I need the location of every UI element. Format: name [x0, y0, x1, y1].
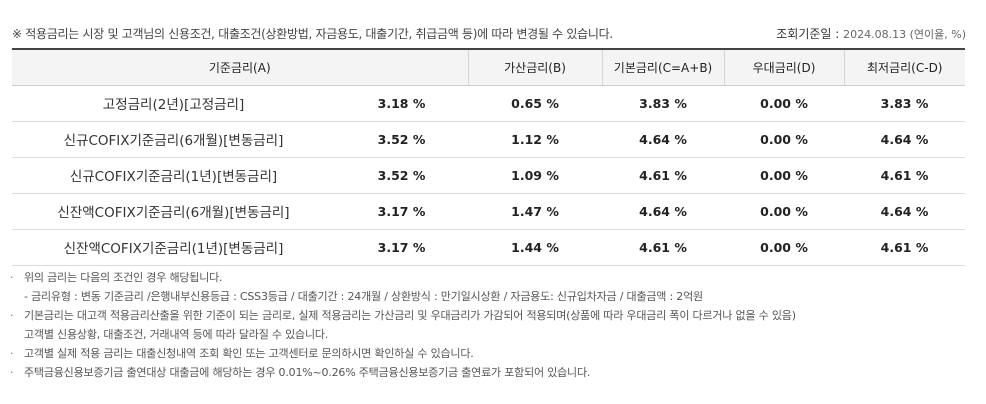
minimum-rate-cell: 4.61 % [844, 157, 966, 194]
rate-type-name: 고정금리(2년)[고정금리] [12, 85, 335, 122]
bullet-icon: · [10, 309, 14, 322]
note-item: · 고객별 실제 적용 금리는 대출신청내역 조회 확인 또는 고객센터로 문의하… [10, 344, 970, 363]
preferential-rate-cell: 0.00 % [724, 193, 845, 230]
as-of-date: 조회기준일 : 2024.08.13 (연이율, %) [776, 25, 966, 42]
base-rate-cell: 3.52 % [335, 121, 469, 158]
note-text: 위의 금리는 다음의 조건인 경우 해당됩니다. [24, 271, 223, 284]
minimum-rate-cell: 3.83 % [844, 85, 966, 122]
preferential-rate-cell: 0.00 % [724, 85, 845, 122]
minimum-rate-cell: 4.64 % [844, 121, 966, 158]
table-row: 신규COFIX기준금리(1년)[변동금리] 3.52 % 1.09 % 4.61… [12, 157, 966, 194]
table-header-row: 기준금리(A) 가산금리(B) 기본금리(C=A+B) 우대금리(D) 최저금리… [12, 48, 966, 86]
spread-rate-cell: 1.09 % [468, 157, 603, 194]
header-spread-rate: 가산금리(B) [467, 48, 603, 86]
note-sub-item: - 금리유형 : 변동 기준금리 /은행내부신용등급 : CSS3등급 / 대출… [24, 290, 703, 303]
basic-rate-cell: 4.61 % [602, 229, 725, 266]
spread-rate-cell: 1.44 % [468, 229, 603, 266]
base-rate-cell: 3.52 % [335, 157, 469, 194]
spread-rate-cell: 1.12 % [468, 121, 603, 158]
top-info-bar: ※ 적용금리는 시장 및 고객님의 신용조건, 대출조건(상환방법, 자금용도,… [12, 25, 968, 43]
bullet-icon: · [10, 366, 14, 379]
table-row: 신규COFIX기준금리(6개월)[변동금리] 3.52 % 1.12 % 4.6… [12, 121, 966, 158]
note-continuation: 고객별 신용상황, 대출조건, 거래내역 등에 따라 달라질 수 있습니다. [24, 328, 329, 341]
preferential-rate-cell: 0.00 % [724, 157, 845, 194]
table-row: 고정금리(2년)[고정금리] 3.18 % 0.65 % 3.83 % 0.00… [12, 85, 966, 122]
note-text: 기본금리는 대고객 적용금리산출을 위한 기준이 되는 금리로, 실제 적용금리… [24, 309, 796, 322]
base-rate-cell: 3.17 % [335, 193, 469, 230]
as-of-date-value: 2024.08.13 (연이율, %) [843, 28, 966, 41]
spread-rate-cell: 0.65 % [468, 85, 603, 122]
notes-section: · 위의 금리는 다음의 조건인 경우 해당됩니다. - 금리유형 : 변동 기준… [10, 268, 970, 382]
preferential-rate-cell: 0.00 % [724, 229, 845, 266]
basic-rate-cell: 4.61 % [602, 157, 725, 194]
rate-type-name: 신규COFIX기준금리(6개월)[변동금리] [12, 121, 335, 158]
header-preferential-rate: 우대금리(D) [723, 48, 845, 86]
note-text: 주택금융신용보증기금 출연대상 대출금에 해당하는 경우 0.01%~0.26%… [24, 366, 591, 379]
note-text: 고객별 실제 적용 금리는 대출신청내역 조회 확인 또는 고객센터로 문의하시… [24, 347, 474, 360]
base-rate-cell: 3.18 % [335, 85, 469, 122]
table-row: 신잔액COFIX기준금리(6개월)[변동금리] 3.17 % 1.47 % 4.… [12, 193, 966, 230]
preferential-rate-cell: 0.00 % [724, 121, 845, 158]
interest-rate-table: 기준금리(A) 가산금리(B) 기본금리(C=A+B) 우대금리(D) 최저금리… [12, 48, 966, 266]
rate-type-name: 신잔액COFIX기준금리(1년)[변동금리] [12, 229, 335, 266]
basic-rate-cell: 3.83 % [602, 85, 725, 122]
note-item: · 주택금융신용보증기금 출연대상 대출금에 해당하는 경우 0.01%~0.26… [10, 363, 970, 382]
rate-type-name: 신규COFIX기준금리(1년)[변동금리] [12, 157, 335, 194]
minimum-rate-cell: 4.64 % [844, 193, 966, 230]
basic-rate-cell: 4.64 % [602, 121, 725, 158]
rate-type-name: 신잔액COFIX기준금리(6개월)[변동금리] [12, 193, 335, 230]
table-row: 신잔액COFIX기준금리(1년)[변동금리] 3.17 % 1.44 % 4.6… [12, 229, 966, 266]
header-minimum-rate: 최저금리(C-D) [843, 48, 966, 86]
minimum-rate-cell: 4.61 % [844, 229, 966, 266]
bullet-icon: · [10, 347, 14, 360]
header-base-rate: 기준금리(A) [12, 48, 469, 86]
base-rate-cell: 3.17 % [335, 229, 469, 266]
basic-rate-cell: 4.64 % [602, 193, 725, 230]
note-item: · 위의 금리는 다음의 조건인 경우 해당됩니다. [10, 268, 970, 287]
bullet-icon: · [10, 271, 14, 284]
header-basic-rate: 기본금리(C=A+B) [601, 48, 725, 86]
as-of-date-label: 조회기준일 : [776, 27, 840, 41]
spread-rate-cell: 1.47 % [468, 193, 603, 230]
rate-change-notice: ※ 적용금리는 시장 및 고객님의 신용조건, 대출조건(상환방법, 자금용도,… [12, 27, 613, 41]
note-item: · 기본금리는 대고객 적용금리산출을 위한 기준이 되는 금리로, 실제 적용금… [10, 306, 970, 325]
